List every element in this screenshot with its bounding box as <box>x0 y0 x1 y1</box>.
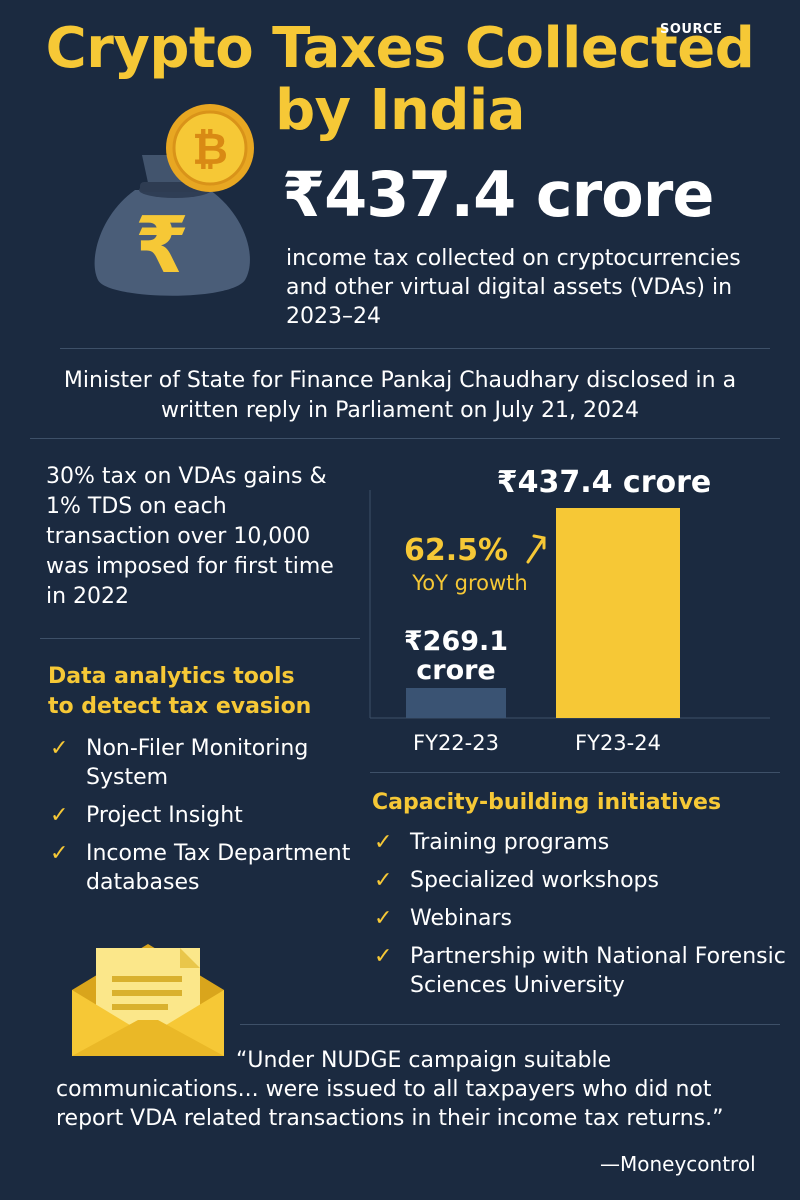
list-item: ✓ Specialized workshops <box>372 866 792 895</box>
check-icon: ✓ <box>374 868 393 893</box>
list-item-label: Income Tax Department databases <box>86 841 351 895</box>
list-item-label: Non-Filer Monitoring System <box>86 736 309 790</box>
page-title: Crypto Taxes Collected by India <box>0 18 800 142</box>
check-icon: ✓ <box>50 736 69 761</box>
list-item-label: Webinars <box>410 906 513 931</box>
quote-source: —Moneycontrol <box>600 1152 756 1176</box>
list-item: ✓ Income Tax Department databases <box>48 839 368 897</box>
check-icon: ✓ <box>50 841 69 866</box>
headline-description: income tax collected on cryptocurrencies… <box>286 246 741 329</box>
analytics-list: ✓ Non-Filer Monitoring System ✓ Project In… <box>48 734 368 897</box>
bar-fy22-23 <box>406 688 506 718</box>
divider <box>60 348 770 349</box>
bar-fy23-24 <box>556 508 680 718</box>
analytics-heading-line-1: Data analytics tools <box>48 664 295 689</box>
arrow-up-right-icon <box>526 534 546 564</box>
capacity-list: ✓ Training programs ✓ Specialized workshop… <box>372 828 792 1000</box>
analytics-heading-line-2: to detect tax evasion <box>48 694 312 719</box>
list-item: ✓ Non-Filer Monitoring System <box>48 734 368 792</box>
list-item: ✓ Partnership with National Forensic Scie… <box>372 942 792 1000</box>
quote-text: “Under NUDGE campaign suitable communica… <box>56 1048 724 1131</box>
x-tick-label: FY22-23 <box>413 731 499 755</box>
list-item-label: Partnership with National Forensic Scien… <box>410 944 786 998</box>
title-line-1: Crypto Taxes Collected <box>45 16 755 81</box>
divider <box>40 638 360 639</box>
list-item-label: Training programs <box>410 830 610 855</box>
capacity-heading: Capacity-building initiatives <box>372 790 722 815</box>
check-icon: ✓ <box>50 803 69 828</box>
data-label: ₹437.4 crore <box>497 465 712 500</box>
minister-note: Minister of State for Finance Pankaj Cha… <box>0 366 800 426</box>
list-item: ✓ Training programs <box>372 828 792 857</box>
analytics-heading: Data analytics tools to detect tax evasi… <box>48 662 358 722</box>
list-item: ✓ Webinars <box>372 904 792 933</box>
divider <box>370 772 780 773</box>
growth-value: 62.5% <box>404 533 508 568</box>
growth-label: YoY growth <box>411 571 527 595</box>
svg-text:₿: ₿ <box>192 124 228 175</box>
source-tag: SOURCE <box>660 22 723 37</box>
divider <box>240 1024 780 1025</box>
headline-amount: ₹437.4 crore <box>282 158 714 231</box>
list-item-label: Project Insight <box>86 803 243 828</box>
svg-text:₹: ₹ <box>135 201 189 291</box>
check-icon: ✓ <box>374 944 393 969</box>
list-item-label: Specialized workshops <box>410 868 659 893</box>
x-tick-label: FY23-24 <box>575 731 661 755</box>
bitcoin-coin-icon: ₿ <box>166 104 254 192</box>
minister-note-text: Minister of State for Finance Pankaj Cha… <box>63 368 737 423</box>
capacity-section: Capacity-building initiatives ✓ Training … <box>372 788 792 1009</box>
analytics-section: Data analytics tools to detect tax evasi… <box>48 662 358 906</box>
envelope-letter-icon <box>72 944 224 1056</box>
list-item: ✓ Project Insight <box>48 801 368 830</box>
data-label: crore <box>416 655 496 686</box>
check-icon: ✓ <box>374 830 393 855</box>
nudge-quote: “Under NUDGE campaign suitable communica… <box>56 1046 756 1133</box>
data-label: ₹269.1 <box>404 626 508 657</box>
tax-note: 30% tax on VDAs gains & 1% TDS on each t… <box>46 464 334 609</box>
divider <box>30 438 780 439</box>
title-line-2: by India <box>275 78 525 143</box>
check-icon: ✓ <box>374 906 393 931</box>
